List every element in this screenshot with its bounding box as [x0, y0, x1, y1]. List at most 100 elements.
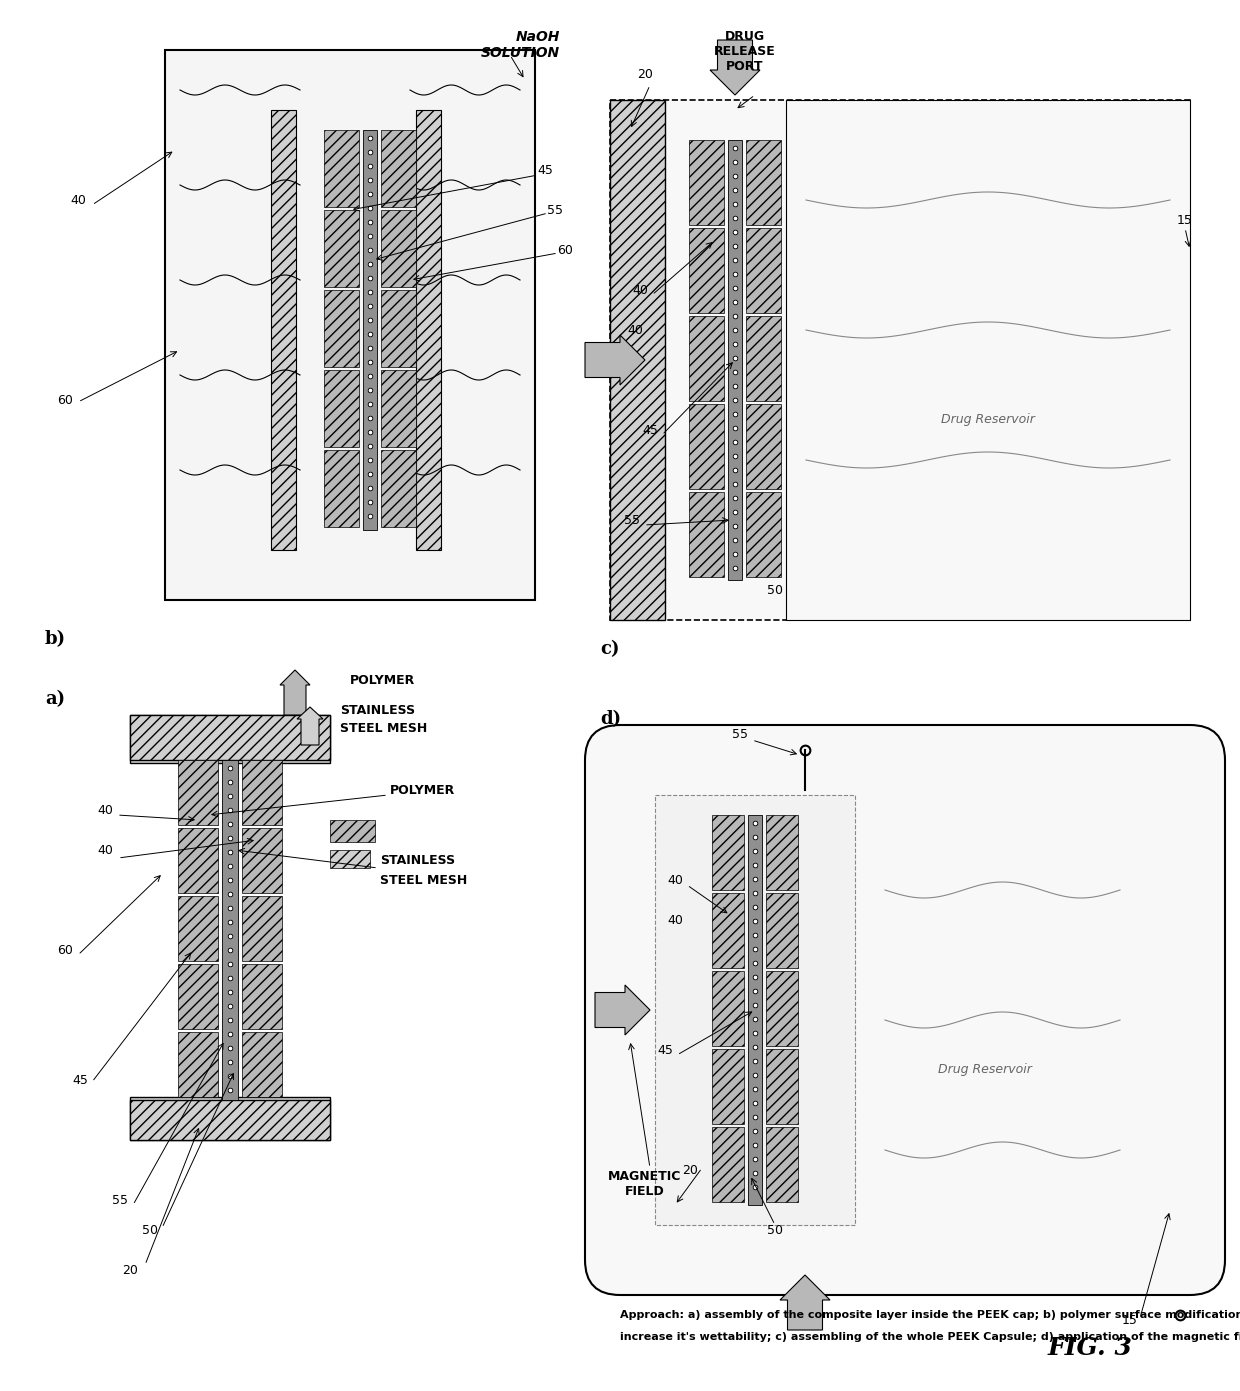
FancyArrow shape: [280, 670, 310, 715]
Text: FIG. 3: FIG. 3: [1048, 1335, 1132, 1360]
Bar: [746, 316, 781, 401]
Text: 50: 50: [768, 1224, 782, 1237]
Bar: [766, 815, 799, 890]
Text: c): c): [600, 640, 620, 658]
Text: 55: 55: [732, 729, 748, 741]
FancyArrow shape: [298, 707, 322, 746]
Bar: [610, 100, 665, 620]
Bar: [746, 140, 781, 225]
FancyArrow shape: [711, 40, 760, 95]
Text: 40: 40: [97, 843, 113, 857]
Bar: [786, 100, 1190, 620]
Bar: [766, 1127, 799, 1202]
Bar: [130, 1097, 330, 1141]
Text: STEEL MESH: STEEL MESH: [340, 722, 428, 734]
Text: 20: 20: [682, 1163, 698, 1177]
Bar: [324, 370, 360, 447]
Bar: [610, 100, 1190, 620]
Text: 45: 45: [537, 164, 553, 177]
Bar: [746, 228, 781, 313]
Text: POLYMER: POLYMER: [391, 783, 455, 797]
Bar: [324, 210, 360, 287]
Bar: [712, 1127, 744, 1202]
Bar: [728, 140, 742, 580]
Text: 60: 60: [57, 943, 73, 957]
Bar: [381, 370, 415, 447]
Text: Drug Reservoir: Drug Reservoir: [939, 1064, 1032, 1077]
Bar: [381, 129, 415, 207]
Bar: [222, 759, 238, 1100]
Text: 45: 45: [642, 423, 658, 437]
Bar: [242, 964, 281, 1029]
Text: Approach: a) assembly of the composite layer inside the PEEK cap; b) polymer sur: Approach: a) assembly of the composite l…: [620, 1310, 1240, 1320]
Bar: [766, 893, 799, 968]
Bar: [746, 403, 781, 490]
Text: STAINLESS: STAINLESS: [379, 854, 455, 867]
Text: 40: 40: [71, 193, 86, 206]
Text: 55: 55: [112, 1193, 128, 1206]
Bar: [324, 129, 360, 207]
Text: STAINLESS: STAINLESS: [340, 704, 415, 716]
Bar: [242, 759, 281, 825]
Text: 20: 20: [122, 1263, 138, 1277]
Bar: [381, 289, 415, 367]
Text: 40: 40: [627, 324, 642, 337]
Bar: [689, 492, 724, 577]
Text: d): d): [600, 709, 621, 727]
Text: 40: 40: [632, 284, 649, 296]
Text: 60: 60: [557, 243, 573, 256]
Text: 55: 55: [624, 513, 640, 527]
Text: 55: 55: [547, 203, 563, 217]
Text: 50: 50: [768, 583, 782, 597]
Text: 45: 45: [657, 1043, 673, 1057]
FancyBboxPatch shape: [585, 725, 1225, 1295]
Text: 15: 15: [1122, 1313, 1138, 1327]
Bar: [242, 1032, 281, 1097]
Text: 60: 60: [57, 394, 73, 406]
Bar: [272, 110, 296, 549]
Text: 50: 50: [143, 1224, 157, 1237]
Bar: [179, 964, 218, 1029]
Bar: [689, 403, 724, 490]
Bar: [381, 451, 415, 527]
Bar: [324, 451, 360, 527]
Bar: [165, 50, 534, 600]
Text: STEEL MESH: STEEL MESH: [379, 874, 467, 886]
Text: POLYMER: POLYMER: [350, 673, 415, 687]
Bar: [179, 828, 218, 893]
Bar: [130, 1100, 330, 1141]
Text: increase it's wettability; c) assembling of the whole PEEK Capsule; d) applicati: increase it's wettability; c) assembling…: [620, 1333, 1240, 1342]
Bar: [766, 1049, 799, 1124]
Bar: [766, 971, 799, 1046]
Bar: [655, 796, 856, 1225]
FancyArrow shape: [585, 335, 645, 385]
Bar: [330, 821, 374, 842]
Bar: [242, 828, 281, 893]
FancyArrow shape: [595, 985, 650, 1035]
Bar: [381, 210, 415, 287]
Text: MAGNETIC
FIELD: MAGNETIC FIELD: [609, 1170, 682, 1198]
Text: NaOH
SOLUTION: NaOH SOLUTION: [481, 31, 560, 60]
Text: a): a): [45, 690, 66, 708]
Bar: [712, 971, 744, 1046]
Text: 45: 45: [72, 1074, 88, 1086]
Text: DRUG
RELEASE
PORT: DRUG RELEASE PORT: [714, 31, 776, 72]
Bar: [415, 110, 441, 549]
Bar: [324, 289, 360, 367]
Bar: [689, 140, 724, 225]
Text: 40: 40: [97, 804, 113, 817]
Bar: [689, 316, 724, 401]
Text: b): b): [45, 630, 66, 648]
Bar: [689, 228, 724, 313]
Bar: [130, 715, 330, 764]
Bar: [179, 759, 218, 825]
FancyArrow shape: [780, 1276, 830, 1330]
Bar: [130, 715, 330, 759]
Bar: [712, 815, 744, 890]
Bar: [746, 492, 781, 577]
Bar: [179, 1032, 218, 1097]
Bar: [712, 1049, 744, 1124]
Bar: [748, 815, 763, 1205]
Bar: [363, 129, 377, 530]
Text: 40: 40: [667, 874, 683, 886]
